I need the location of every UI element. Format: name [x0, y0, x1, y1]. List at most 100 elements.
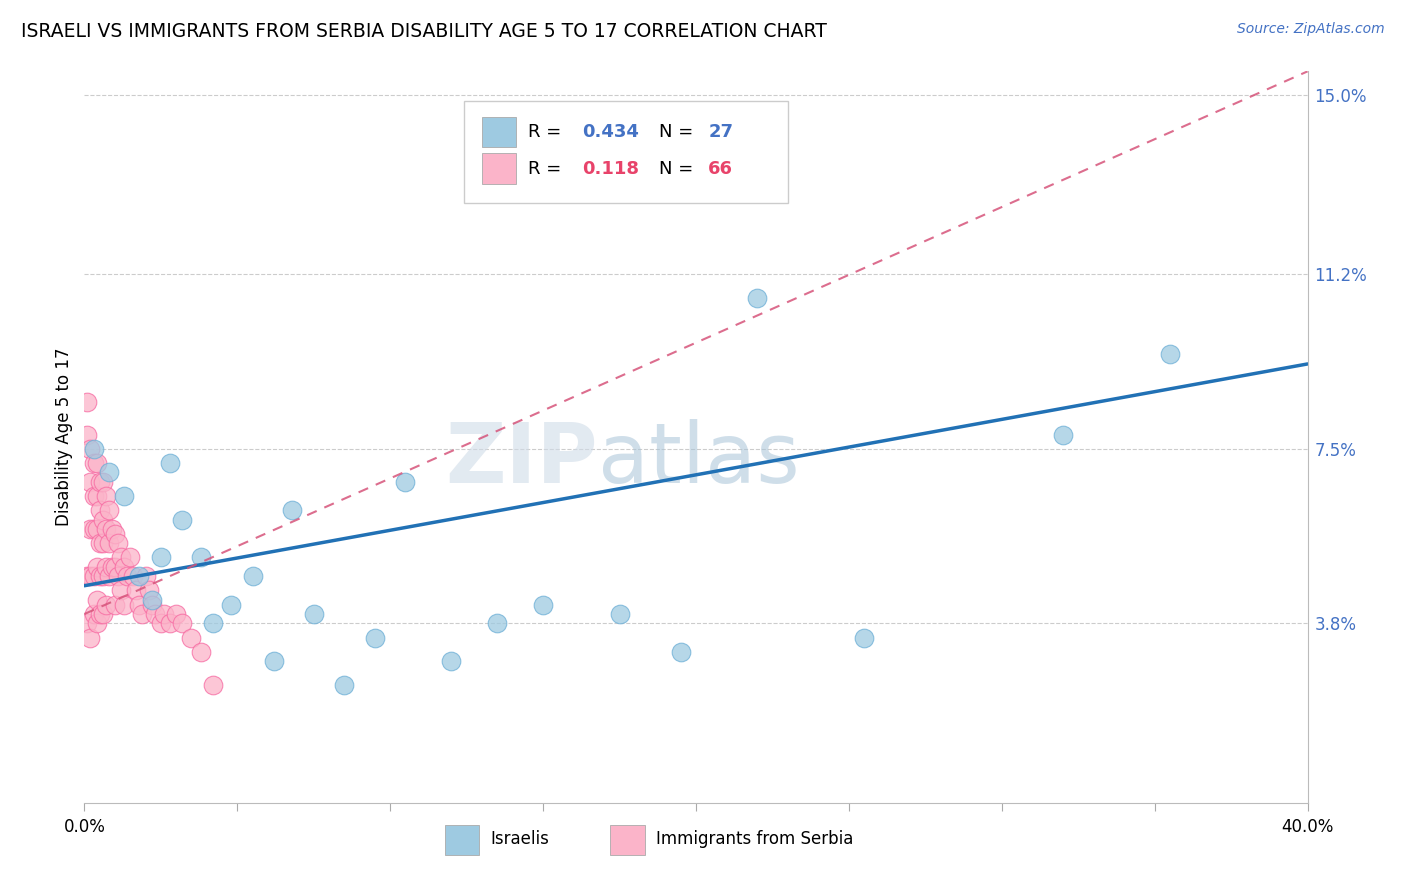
Text: atlas: atlas — [598, 418, 800, 500]
Point — [131, 607, 153, 621]
Point — [112, 559, 135, 574]
Point — [486, 616, 509, 631]
Point — [440, 654, 463, 668]
Point — [112, 489, 135, 503]
Point — [101, 522, 124, 536]
Point — [609, 607, 631, 621]
Text: N =: N = — [659, 123, 699, 141]
Text: ISRAELI VS IMMIGRANTS FROM SERBIA DISABILITY AGE 5 TO 17 CORRELATION CHART: ISRAELI VS IMMIGRANTS FROM SERBIA DISABI… — [21, 22, 827, 41]
Point — [122, 569, 145, 583]
Point — [153, 607, 176, 621]
Point — [94, 598, 117, 612]
Point — [107, 536, 129, 550]
Text: 27: 27 — [709, 123, 733, 141]
Point — [79, 631, 101, 645]
Point — [79, 442, 101, 456]
Point — [141, 593, 163, 607]
Point — [86, 456, 108, 470]
Point — [104, 526, 127, 541]
Point — [86, 559, 108, 574]
Point — [853, 631, 876, 645]
Point — [128, 598, 150, 612]
Point — [83, 607, 105, 621]
Y-axis label: Disability Age 5 to 17: Disability Age 5 to 17 — [55, 348, 73, 526]
Point — [141, 598, 163, 612]
Point — [104, 559, 127, 574]
Text: 66: 66 — [709, 160, 733, 178]
Text: Israelis: Israelis — [491, 830, 550, 848]
Point — [219, 598, 242, 612]
Point — [83, 569, 105, 583]
Point — [83, 442, 105, 456]
Point — [89, 607, 111, 621]
Point — [97, 503, 120, 517]
Point — [112, 598, 135, 612]
Point — [89, 536, 111, 550]
Point — [128, 569, 150, 583]
Point — [180, 631, 202, 645]
Point — [79, 475, 101, 489]
Point — [89, 503, 111, 517]
Point — [107, 569, 129, 583]
Point — [159, 456, 181, 470]
Point — [172, 616, 194, 631]
Point — [76, 616, 98, 631]
Point — [125, 583, 148, 598]
Point — [91, 569, 114, 583]
Point — [91, 607, 114, 621]
Text: Immigrants from Serbia: Immigrants from Serbia — [655, 830, 853, 848]
Point — [94, 522, 117, 536]
Point — [97, 466, 120, 480]
Point — [94, 559, 117, 574]
Bar — [446, 825, 479, 855]
Point — [149, 616, 172, 631]
FancyBboxPatch shape — [464, 101, 787, 203]
Point — [76, 427, 98, 442]
Bar — [610, 825, 644, 855]
Point — [242, 569, 264, 583]
Text: R =: R = — [529, 123, 568, 141]
Point — [79, 522, 101, 536]
Point — [97, 569, 120, 583]
Point — [89, 475, 111, 489]
Point — [165, 607, 187, 621]
Point — [110, 550, 132, 565]
Point — [115, 569, 138, 583]
Point — [76, 394, 98, 409]
Point — [263, 654, 285, 668]
Point — [110, 583, 132, 598]
Text: 0.434: 0.434 — [582, 123, 640, 141]
Point — [138, 583, 160, 598]
Point — [149, 550, 172, 565]
Point — [302, 607, 325, 621]
Text: ZIP: ZIP — [446, 418, 598, 500]
Point — [1159, 347, 1181, 361]
Point — [104, 598, 127, 612]
Point — [86, 616, 108, 631]
Point — [172, 513, 194, 527]
Point — [190, 645, 212, 659]
Point — [747, 291, 769, 305]
Point — [190, 550, 212, 565]
Point — [394, 475, 416, 489]
Point — [120, 550, 142, 565]
Text: R =: R = — [529, 160, 574, 178]
Point — [83, 522, 105, 536]
Point — [1052, 427, 1074, 442]
Bar — [482, 117, 516, 147]
Point — [86, 489, 108, 503]
Point — [91, 475, 114, 489]
Point — [669, 645, 692, 659]
Point — [364, 631, 387, 645]
Point — [76, 569, 98, 583]
Point — [143, 607, 166, 621]
Point — [89, 569, 111, 583]
Point — [79, 569, 101, 583]
Point — [201, 678, 224, 692]
Point — [159, 616, 181, 631]
Point — [83, 456, 105, 470]
Bar — [482, 153, 516, 184]
Text: 0.118: 0.118 — [582, 160, 640, 178]
Point — [201, 616, 224, 631]
Point — [91, 536, 114, 550]
